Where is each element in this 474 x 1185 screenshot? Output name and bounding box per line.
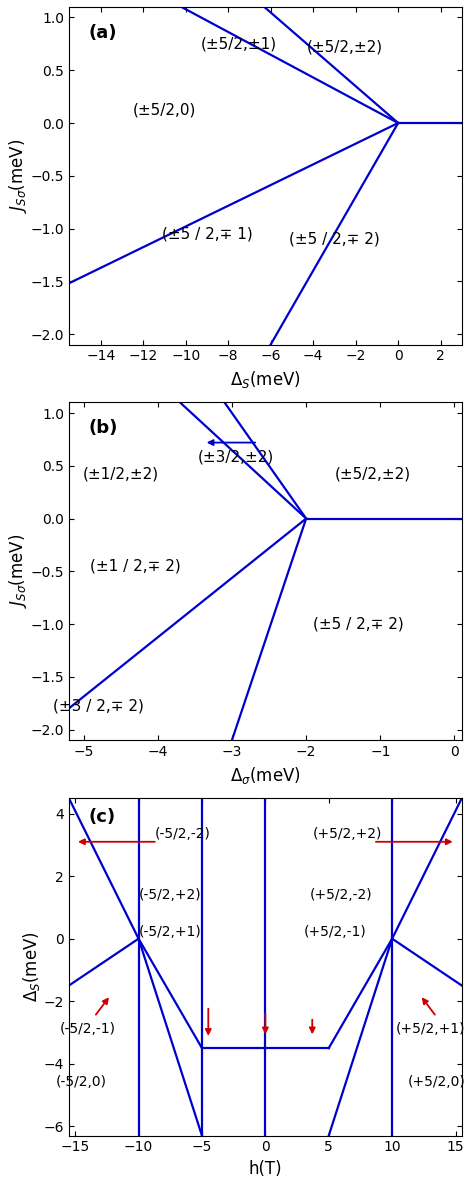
Text: (+5/2,-1): (+5/2,-1) bbox=[304, 925, 366, 940]
Y-axis label: $\Delta_S$(meV): $\Delta_S$(meV) bbox=[21, 931, 42, 1003]
Text: (±5 / 2,∓ 2): (±5 / 2,∓ 2) bbox=[289, 231, 380, 246]
Text: (-5/2,0): (-5/2,0) bbox=[56, 1076, 107, 1089]
Text: (±1/2,±2): (±1/2,±2) bbox=[82, 467, 159, 482]
Text: (a): (a) bbox=[89, 24, 117, 41]
Y-axis label: $J_{S\sigma}$(meV): $J_{S\sigma}$(meV) bbox=[7, 139, 29, 213]
Text: (+5/2,+1): (+5/2,+1) bbox=[395, 1023, 465, 1037]
Text: (±5/2,±2): (±5/2,±2) bbox=[335, 467, 411, 482]
Text: (±5 / 2,∓ 2): (±5 / 2,∓ 2) bbox=[313, 616, 403, 632]
Text: (-5/2,+1): (-5/2,+1) bbox=[139, 925, 201, 940]
Text: (+5/2,-2): (+5/2,-2) bbox=[310, 888, 373, 902]
Text: (±5 / 2,∓ 1): (±5 / 2,∓ 1) bbox=[162, 226, 252, 242]
X-axis label: h(T): h(T) bbox=[248, 1160, 282, 1178]
Y-axis label: $J_{S\sigma}$(meV): $J_{S\sigma}$(meV) bbox=[7, 534, 29, 608]
Text: (±5/2,±1): (±5/2,±1) bbox=[201, 37, 277, 51]
Text: (-5/2,-2): (-5/2,-2) bbox=[155, 827, 211, 841]
Text: (-5/2,-1): (-5/2,-1) bbox=[60, 1023, 116, 1037]
Text: (+5/2,0): (+5/2,0) bbox=[408, 1076, 465, 1089]
Text: (c): (c) bbox=[89, 808, 116, 826]
X-axis label: $\Delta_\sigma$(meV): $\Delta_\sigma$(meV) bbox=[230, 764, 301, 786]
Text: (-5/2,+2): (-5/2,+2) bbox=[139, 888, 201, 902]
Text: (±1 / 2,∓ 2): (±1 / 2,∓ 2) bbox=[90, 558, 181, 574]
Text: (±5/2,0): (±5/2,0) bbox=[133, 103, 196, 117]
Text: (±3 / 2,∓ 2): (±3 / 2,∓ 2) bbox=[53, 699, 144, 713]
Text: (+5/2,+2): (+5/2,+2) bbox=[313, 827, 383, 841]
Text: (b): (b) bbox=[89, 419, 118, 437]
Text: (±3/2,±2): (±3/2,±2) bbox=[198, 450, 274, 465]
X-axis label: $\Delta_S$(meV): $\Delta_S$(meV) bbox=[230, 369, 301, 390]
Text: (±5/2,±2): (±5/2,±2) bbox=[307, 39, 383, 55]
